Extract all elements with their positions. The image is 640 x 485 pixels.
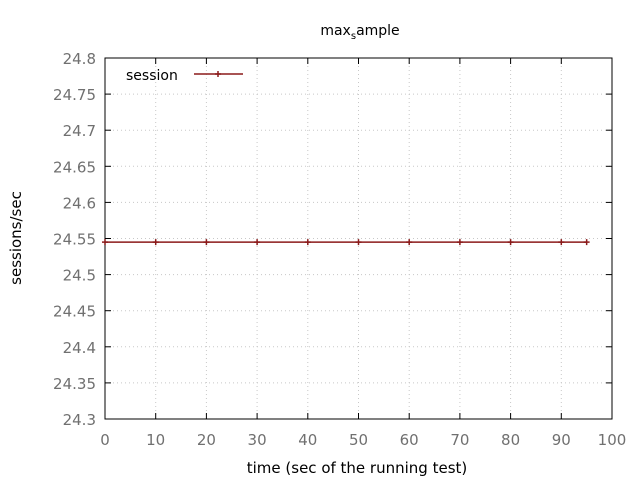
data-point [456,239,463,246]
data-point [304,239,311,246]
x-tick-label: 50 [349,431,368,449]
legend: session [126,68,243,84]
chart-title-sub: s [351,31,356,42]
data-point [254,239,261,246]
data-point [203,239,210,246]
legend-marker [215,71,221,77]
chart-title-base: max [320,23,351,39]
data-point [406,239,413,246]
chart-title-rest: ample [356,23,400,39]
data-point [355,239,362,246]
x-tick-label: 100 [598,431,627,449]
data-point [583,239,590,246]
x-tick-label: 70 [450,431,469,449]
y-tick-label: 24.7 [63,122,96,140]
x-tick-label: 80 [501,431,520,449]
x-tick-label: 0 [100,431,110,449]
grid [105,58,612,419]
x-tick-label: 90 [552,431,571,449]
x-tick-label: 10 [146,431,165,449]
x-tick-label: 20 [197,431,216,449]
y-tick-label: 24.75 [53,86,96,104]
x-tick-label: 40 [298,431,317,449]
data-point [507,239,514,246]
y-tick-label: 24.45 [53,303,96,321]
series [102,239,590,246]
y-axis-title: sessions/sec [7,191,25,285]
y-tick-label: 24.65 [53,158,96,176]
y-tick-label: 24.35 [53,375,96,393]
y-tick-label: 24.6 [63,194,96,212]
data-point [152,239,159,246]
data-point [102,239,108,246]
ticks: 0 10 20 30 40 50 60 70 80 90 100 24.3 24.35 24.4 24.45… [53,50,626,449]
x-axis-title: time (sec of the running test) [247,459,468,477]
x-tick-label: 30 [248,431,267,449]
y-tick-label: 24.8 [63,50,96,68]
y-tick-label: 24.5 [63,267,96,285]
chart-title: maxsample [320,23,399,42]
y-tick-label: 24.55 [53,231,96,249]
data-point [558,239,565,246]
legend-label-session: session [126,68,178,84]
x-tick-label: 60 [400,431,419,449]
y-tick-label: 24.4 [63,339,96,357]
y-tick-label: 24.3 [63,411,96,429]
